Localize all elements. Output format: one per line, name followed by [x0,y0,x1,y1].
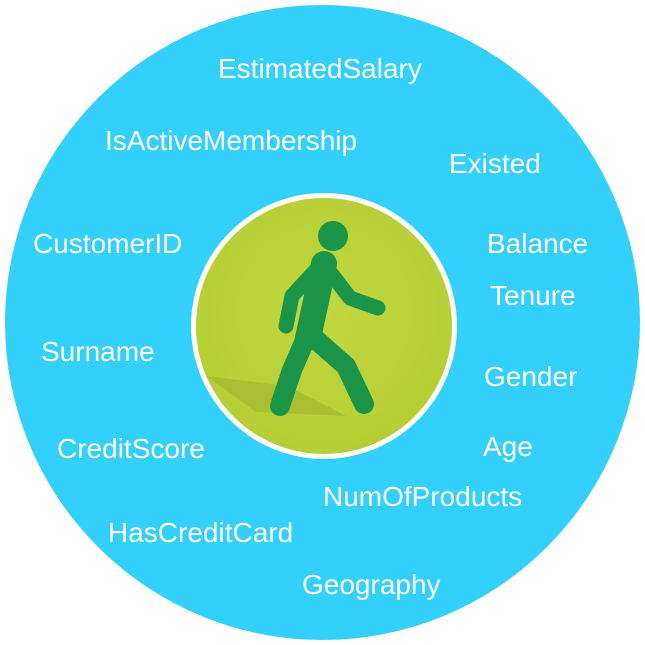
attribute-label: Age [483,431,533,462]
attribute-label: Surname [41,336,155,367]
attribute-label: NumOfProducts [323,481,523,512]
attribute-label: Gender [484,361,578,392]
attribute-label: EstimatedSalary [218,53,422,84]
walking-person-icon [206,221,386,416]
attribute-label: Existed [449,148,541,179]
attribute-label: Tenure [490,280,576,311]
attribute-label: Balance [487,228,589,259]
attribute-label: CreditScore [57,433,205,464]
attribute-label: Geography [302,569,441,600]
attribute-label: IsActiveMembership [105,125,358,156]
center-circle [196,198,452,454]
attribute-label: HasCreditCard [108,517,294,548]
attribute-label: CustomerID [33,228,183,259]
